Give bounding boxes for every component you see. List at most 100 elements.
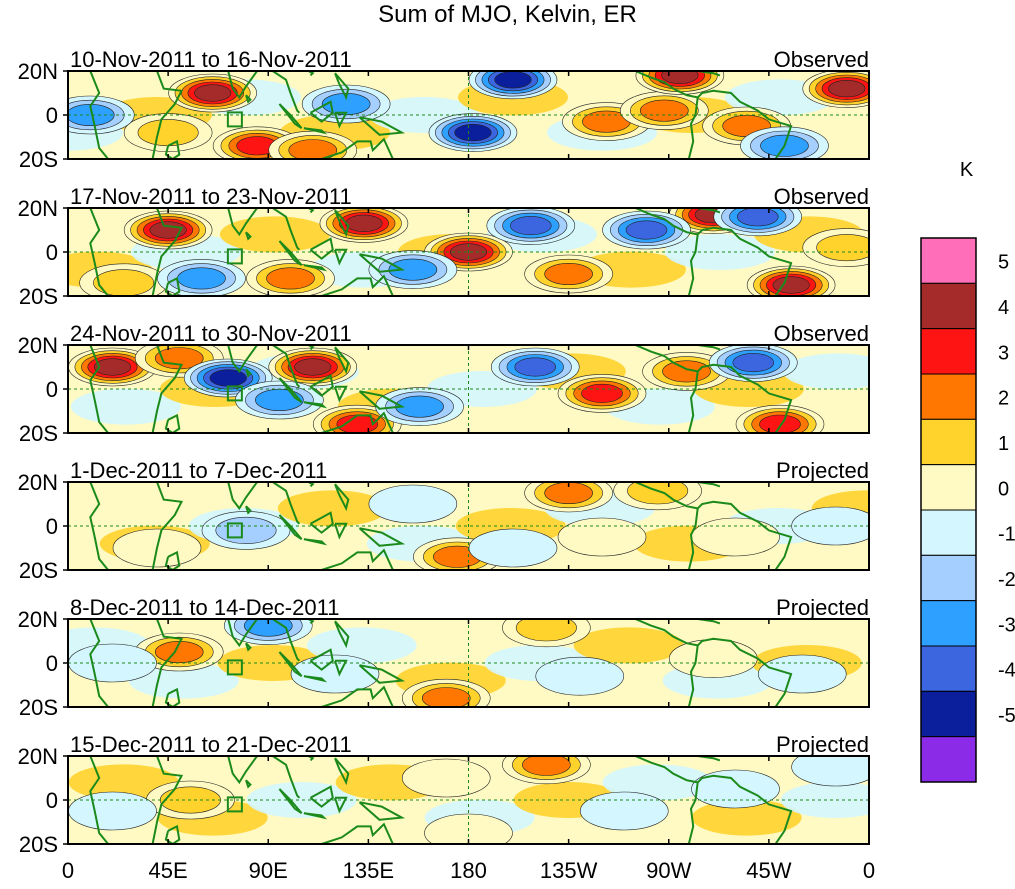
- coastline: [334, 522, 348, 540]
- panel-status-label: Observed: [774, 47, 869, 72]
- coastline: [321, 548, 394, 570]
- anomaly-contour: [209, 369, 247, 387]
- coastline: [358, 116, 406, 136]
- coastline: [635, 208, 793, 296]
- coastline: [245, 779, 252, 789]
- coastline: [309, 237, 334, 260]
- coastline: [89, 619, 109, 707]
- coastline: [321, 685, 394, 707]
- region-box: [226, 111, 243, 128]
- colorbar-swatch: [920, 464, 977, 511]
- colorbar-label: -2: [998, 569, 1015, 591]
- y-tick-label: 0: [46, 651, 58, 676]
- field-band: [691, 799, 802, 836]
- coastline: [686, 345, 721, 351]
- panel-status-label: Observed: [774, 184, 869, 209]
- anomaly-contour: [294, 358, 332, 376]
- coastline: [635, 345, 793, 433]
- coastline: [686, 208, 721, 214]
- anomaly-contour: [266, 267, 315, 290]
- coastline: [164, 824, 181, 844]
- y-tick-label: 20S: [19, 558, 58, 583]
- panel-status-label: Observed: [774, 321, 869, 346]
- panel-period-label: 1-Dec-2011 to 7-Dec-2011: [70, 458, 327, 483]
- coastline: [151, 482, 184, 570]
- y-tick-label: 20S: [19, 421, 58, 446]
- anomaly-contour: [514, 357, 557, 377]
- anomaly-contour: [544, 262, 593, 285]
- anomaly-contour: [290, 654, 380, 694]
- field-band: [782, 353, 869, 390]
- colorbar-swatch: [920, 645, 977, 692]
- map-panel: 20N 0 20S 15-Dec-2011 to 21-Dec-2011 Project…: [18, 732, 870, 857]
- anomaly-contour: [388, 258, 438, 281]
- coastline: [227, 71, 258, 100]
- anomaly-contour: [509, 216, 552, 236]
- panel-period-label: 17-Nov-2011 to 23-Nov-2011: [70, 184, 352, 209]
- panel-period-label: 24-Nov-2011 to 30-Nov-2011: [70, 321, 352, 346]
- coastline: [278, 377, 303, 404]
- coastline: [164, 139, 181, 159]
- coastline: [303, 401, 328, 409]
- y-tick-label: 20S: [19, 695, 58, 720]
- colorbar-label: 2: [998, 388, 1009, 410]
- coastline: [321, 274, 394, 296]
- coastline: [278, 240, 303, 267]
- coastline: [151, 619, 184, 707]
- x-tick-label: 180: [450, 858, 487, 883]
- panel-period-label: 8-Dec-2011 to 14-Dec-2011: [70, 595, 339, 620]
- anomaly-contour: [468, 528, 558, 568]
- colorbar-unit-label: K: [960, 159, 974, 181]
- anomaly-contour: [68, 791, 157, 831]
- y-tick-label: 20N: [18, 59, 58, 84]
- anomaly-contour: [288, 139, 338, 159]
- colorbar-swatch: [920, 736, 977, 783]
- coastline: [334, 346, 350, 375]
- y-tick-label: 20N: [18, 470, 58, 495]
- coastline: [303, 264, 328, 272]
- coastline: [635, 71, 793, 159]
- coastline: [303, 812, 328, 820]
- field-band: [277, 490, 388, 527]
- coastline: [309, 374, 334, 397]
- y-tick-label: 20N: [18, 196, 58, 221]
- colorbar-label: -1: [998, 524, 1015, 546]
- field-band: [306, 627, 417, 664]
- coastline: [272, 619, 301, 662]
- colorbar-label: -5: [998, 705, 1015, 727]
- x-tick-label: 0: [62, 858, 74, 883]
- colorbar-swatch: [920, 554, 977, 602]
- x-tick-label: 45W: [746, 858, 791, 883]
- coastline: [245, 642, 252, 652]
- anomaly-contour: [368, 484, 458, 524]
- region-box: [226, 385, 243, 402]
- panel-period-label: 10-Nov-2011 to 16-Nov-2011: [70, 47, 352, 72]
- coastline: [89, 71, 109, 159]
- coastline: [334, 385, 348, 403]
- anomaly-contour: [522, 756, 571, 776]
- chart-title: Sum of MJO, Kelvin, ER: [378, 1, 637, 28]
- anomaly-contour: [828, 79, 866, 98]
- anomaly-contour: [581, 383, 623, 403]
- coastline: [321, 137, 394, 159]
- region-box: [226, 659, 243, 676]
- region-box: [226, 248, 243, 265]
- coastline: [89, 482, 109, 570]
- coastline: [272, 756, 301, 799]
- colorbar-label: -4: [998, 660, 1015, 682]
- coastline: [151, 756, 184, 844]
- coastline: [272, 482, 301, 525]
- field-band: [573, 627, 684, 664]
- x-tick-label: 135W: [540, 858, 598, 883]
- coastline: [309, 100, 334, 123]
- coastline: [245, 94, 252, 104]
- y-tick-label: 0: [46, 514, 58, 539]
- coastline: [309, 511, 334, 534]
- coastline: [687, 371, 699, 433]
- anomaly-contour: [668, 639, 758, 678]
- coastline: [151, 208, 184, 296]
- colorbar-swatch: [920, 328, 977, 375]
- anomaly-contour: [816, 234, 869, 262]
- coastline: [358, 253, 406, 273]
